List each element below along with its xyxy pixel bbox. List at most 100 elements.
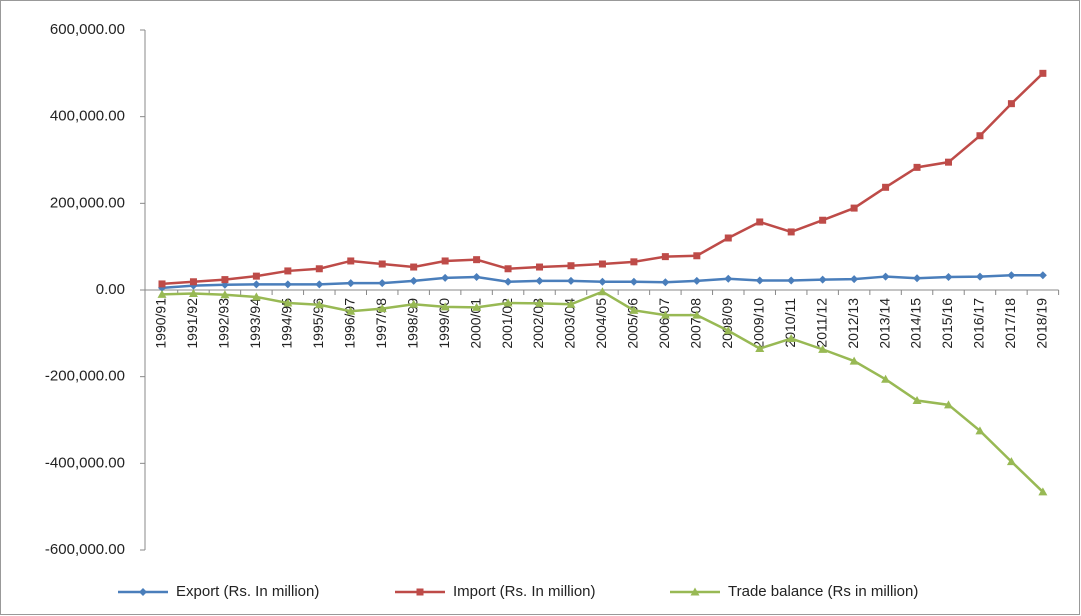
data-point [315, 280, 324, 289]
legend-marker [416, 588, 424, 596]
data-point [566, 276, 575, 285]
data-point [441, 257, 449, 265]
data-point [787, 276, 796, 285]
y-tick-label: -600,000.00 [45, 541, 125, 558]
x-tick-label: 2012/13 [845, 298, 861, 349]
x-tick-label: 1997/98 [373, 298, 389, 349]
data-point [976, 132, 984, 140]
data-point [756, 218, 764, 226]
data-point [660, 310, 670, 319]
data-point [1038, 271, 1047, 280]
data-point [283, 280, 292, 289]
data-point [787, 228, 795, 236]
x-tick-label: 2011/12 [813, 298, 829, 348]
data-point [912, 396, 922, 404]
data-point [661, 278, 670, 287]
data-point [158, 280, 166, 288]
data-point [692, 276, 701, 285]
x-tick-label: 1992/93 [216, 298, 232, 349]
data-point [693, 252, 701, 260]
x-tick-label: 1996/97 [341, 298, 357, 349]
data-point [1007, 271, 1016, 280]
data-point [535, 298, 545, 307]
data-point [882, 183, 890, 191]
x-tick-label: 1994/95 [279, 298, 295, 349]
x-tick-label: 2003/04 [562, 298, 578, 349]
data-point [786, 334, 796, 343]
y-tick-label: 600,000.00 [50, 21, 125, 38]
data-point [629, 277, 638, 286]
data-point [881, 272, 890, 281]
data-point [723, 326, 733, 335]
x-tick-label: 1993/94 [247, 298, 263, 349]
data-point [536, 263, 544, 271]
data-point [440, 302, 450, 311]
data-point [346, 306, 356, 315]
x-tick-label: 2017/18 [1002, 298, 1018, 349]
data-point [409, 299, 419, 308]
data-point [913, 274, 922, 283]
data-point [283, 298, 293, 307]
data-point [1038, 487, 1048, 496]
data-point [535, 276, 544, 285]
data-point [850, 204, 858, 212]
data-point [503, 298, 513, 307]
y-tick-label: -200,000.00 [45, 368, 125, 385]
y-tick-label: 400,000.00 [50, 108, 125, 125]
data-point [504, 265, 512, 273]
data-point [252, 272, 260, 280]
data-point [944, 273, 953, 281]
x-tick-label: 2004/05 [593, 298, 609, 349]
data-point [724, 234, 732, 242]
data-point [472, 273, 481, 281]
data-point [1007, 100, 1015, 108]
x-tick-label: 2007/08 [688, 298, 704, 349]
x-tick-label: 2001/02 [499, 298, 515, 349]
data-point [252, 280, 261, 289]
data-point [945, 158, 952, 166]
data-point [472, 302, 482, 311]
x-tick-label: 2008/09 [719, 298, 735, 349]
x-tick-label: 2016/17 [971, 298, 987, 349]
data-point [314, 300, 324, 309]
data-point [881, 374, 891, 383]
data-point [566, 299, 576, 308]
data-point [284, 267, 292, 275]
data-point [441, 273, 450, 282]
data-point [221, 276, 229, 284]
data-point [975, 426, 985, 435]
legend-marker [690, 587, 700, 596]
x-tick-label: 1991/92 [184, 298, 200, 349]
data-point [157, 289, 167, 298]
data-point [567, 262, 575, 270]
data-point [504, 277, 513, 286]
data-point [1006, 457, 1016, 466]
data-point [347, 257, 355, 265]
data-point [819, 216, 827, 224]
y-tick-label: 0.00 [96, 281, 125, 298]
data-point [913, 163, 921, 171]
data-point [315, 265, 323, 273]
legend-label: Import (Rs. In million) [453, 583, 596, 600]
data-point [473, 256, 481, 264]
data-point [755, 344, 765, 352]
legend-label: Trade balance (Rs in million) [728, 583, 918, 600]
data-point [410, 263, 418, 271]
legend-marker [139, 588, 147, 596]
x-tick-label: 1998/99 [404, 298, 420, 349]
data-point [188, 288, 198, 297]
data-point [850, 275, 859, 284]
data-point [818, 344, 828, 353]
data-point [409, 276, 418, 285]
data-point [630, 258, 638, 266]
data-point [598, 277, 607, 286]
data-point [220, 290, 230, 299]
data-point [692, 310, 702, 319]
x-tick-label: 2010/11 [782, 298, 798, 348]
data-point [377, 304, 387, 313]
x-tick-label: 2013/14 [876, 298, 892, 349]
data-point [1039, 69, 1047, 77]
x-tick-label: 1995/96 [310, 298, 326, 349]
x-tick-label: 2002/03 [530, 298, 546, 349]
